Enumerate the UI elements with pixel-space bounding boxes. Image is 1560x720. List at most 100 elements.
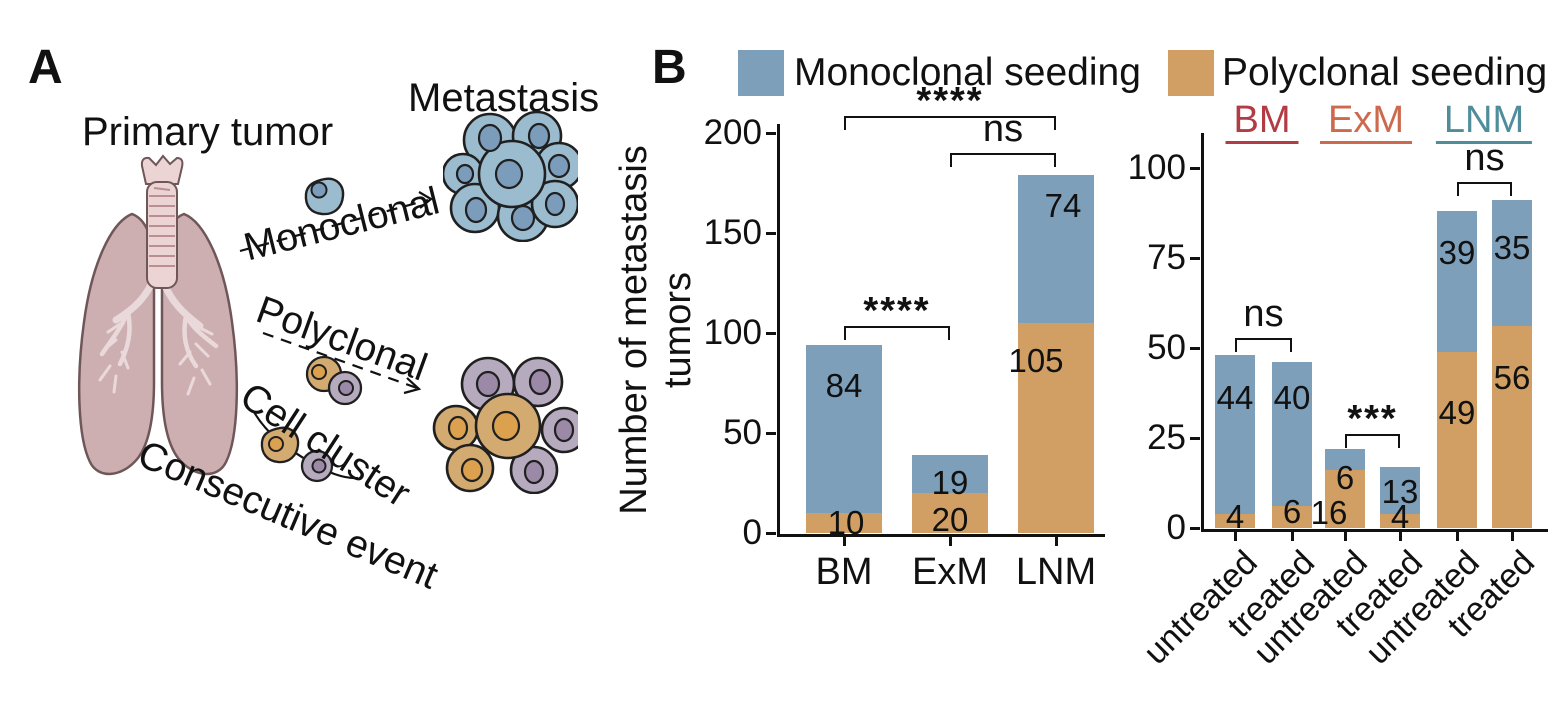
significance-bracket [1345,434,1400,448]
cell-cluster-icon [305,355,363,406]
significance-label: *** [1347,398,1398,440]
y-tick-label: 0 [742,513,762,552]
x-label-ExM: ExM [912,551,988,593]
y-tick [766,531,776,535]
bar-polyclonal-segment [912,493,988,533]
lungs-illustration [77,154,239,476]
y-tick-label: 150 [703,213,762,252]
polyclonal-count-label: 4 [1225,497,1245,535]
bar-monoclonal-segment [912,455,988,493]
larynx [140,154,184,185]
bar-polyclonal-segment [1380,513,1420,528]
group-label-BM: BM [1225,100,1299,144]
legend-label-monoclonal: Monoclonal seeding [794,51,1141,94]
y-tick-label: 0 [1166,508,1186,547]
x-axis-line [776,533,1105,537]
bar-polyclonal-segment [1018,323,1094,533]
monoclonal-count-label: 19 [931,464,969,501]
monoclonal-count-label: 44 [1216,379,1254,417]
primary-tumor-label: Primary tumor [82,110,334,154]
group-label-LNM: LNM [1435,100,1533,144]
bar-polyclonal-segment [1325,470,1365,528]
x-tick [1398,530,1402,541]
bar-polyclonal-segment [806,513,882,533]
polyclonal-count-label: 6 [1282,493,1302,531]
y-tick [1190,346,1200,350]
y-tick [1190,436,1200,440]
legend-label-polyclonal: Polyclonal seeding [1222,51,1548,94]
x-axis-line [1200,528,1548,532]
y-tick [1190,166,1200,170]
x-tick [1233,530,1237,541]
monoclonal-count-label: 39 [1438,234,1476,272]
panel-b-label: B [652,41,687,94]
bar-monoclonal-segment [1492,200,1532,327]
polyclonal-metastasis-cluster-icon [432,356,578,494]
bar-polyclonal-segment [1215,513,1255,528]
polyclonal-count-label: 20 [931,501,969,538]
polyclonal-count-label: 56 [1493,359,1531,397]
significance-label: **** [863,290,931,332]
bar-monoclonal-segment [1437,211,1477,352]
polyclonal-count-label: 16 [1310,494,1348,532]
y-tick-label: 75 [1147,238,1186,277]
significance-label: **** [916,80,984,122]
left-lung-lobe [77,212,156,476]
significance-label: ns [1243,293,1284,335]
bar-monoclonal-segment [1215,355,1255,514]
polyclonal-count-label: 49 [1438,393,1476,431]
x-label-LNM: LNM [1015,551,1097,593]
x-tick [1290,530,1294,541]
y-tick [1190,526,1200,530]
x-tick [1054,535,1058,546]
monoclonal-seed-cell-icon [304,177,345,216]
bar-monoclonal-segment [1380,466,1420,514]
y-tick-label: 25 [1147,418,1186,457]
x-label-BM: BM [815,551,873,593]
significance-bracket [1457,182,1512,196]
bar-monoclonal-segment [1272,362,1312,507]
x-tick [1343,530,1347,541]
legend-swatch-monoclonal [738,50,784,96]
x-tick [1510,530,1514,541]
y-tick [766,231,776,235]
bar-monoclonal-segment [1018,175,1094,323]
bar-monoclonal-segment [806,345,882,513]
x-tick [1455,530,1459,541]
y-tick [766,131,776,135]
polyclonal-count-label: 10 [827,504,865,541]
x-tick [948,535,952,546]
bar-polyclonal-segment [1492,326,1532,528]
monoclonal-count-label: 74 [1044,187,1082,224]
group-label-ExM: ExM [1320,100,1412,144]
significance-bracket [950,153,1056,167]
monoclonal-count-label: 13 [1381,473,1419,511]
monoclonal-count-label: 35 [1493,229,1531,267]
bar-monoclonal-segment [1325,448,1365,471]
y-tick [766,331,776,335]
significance-bracket [844,326,950,340]
legend-swatch-polyclonal [1168,50,1214,96]
y-tick-label: 200 [703,113,762,152]
metastasis-label: Metastasis [408,76,600,120]
consecutive-event-icon [253,411,359,483]
monoclonal-count-label: 6 [1335,458,1355,496]
y-axis-line [776,124,780,535]
x-tick [842,535,846,546]
polyclonal-count-label: 105 [1008,342,1064,379]
monoclonal-metastasis-cluster-icon [443,110,578,242]
y-tick-label: 100 [703,313,762,352]
significance-bracket [844,116,1056,130]
monoclonal-count-label: 40 [1273,379,1311,417]
y-tick-label: 50 [1147,328,1186,367]
monoclonal-count-label: 84 [825,367,863,404]
significance-bracket [1235,338,1292,352]
y-tick-label: 100 [1127,148,1186,187]
significance-label: ns [1464,137,1505,179]
y-tick [766,431,776,435]
y-axis-line [1200,133,1204,530]
significance-label: ns [982,108,1024,150]
bar-polyclonal-segment [1272,506,1312,528]
bar-polyclonal-segment [1437,351,1477,528]
